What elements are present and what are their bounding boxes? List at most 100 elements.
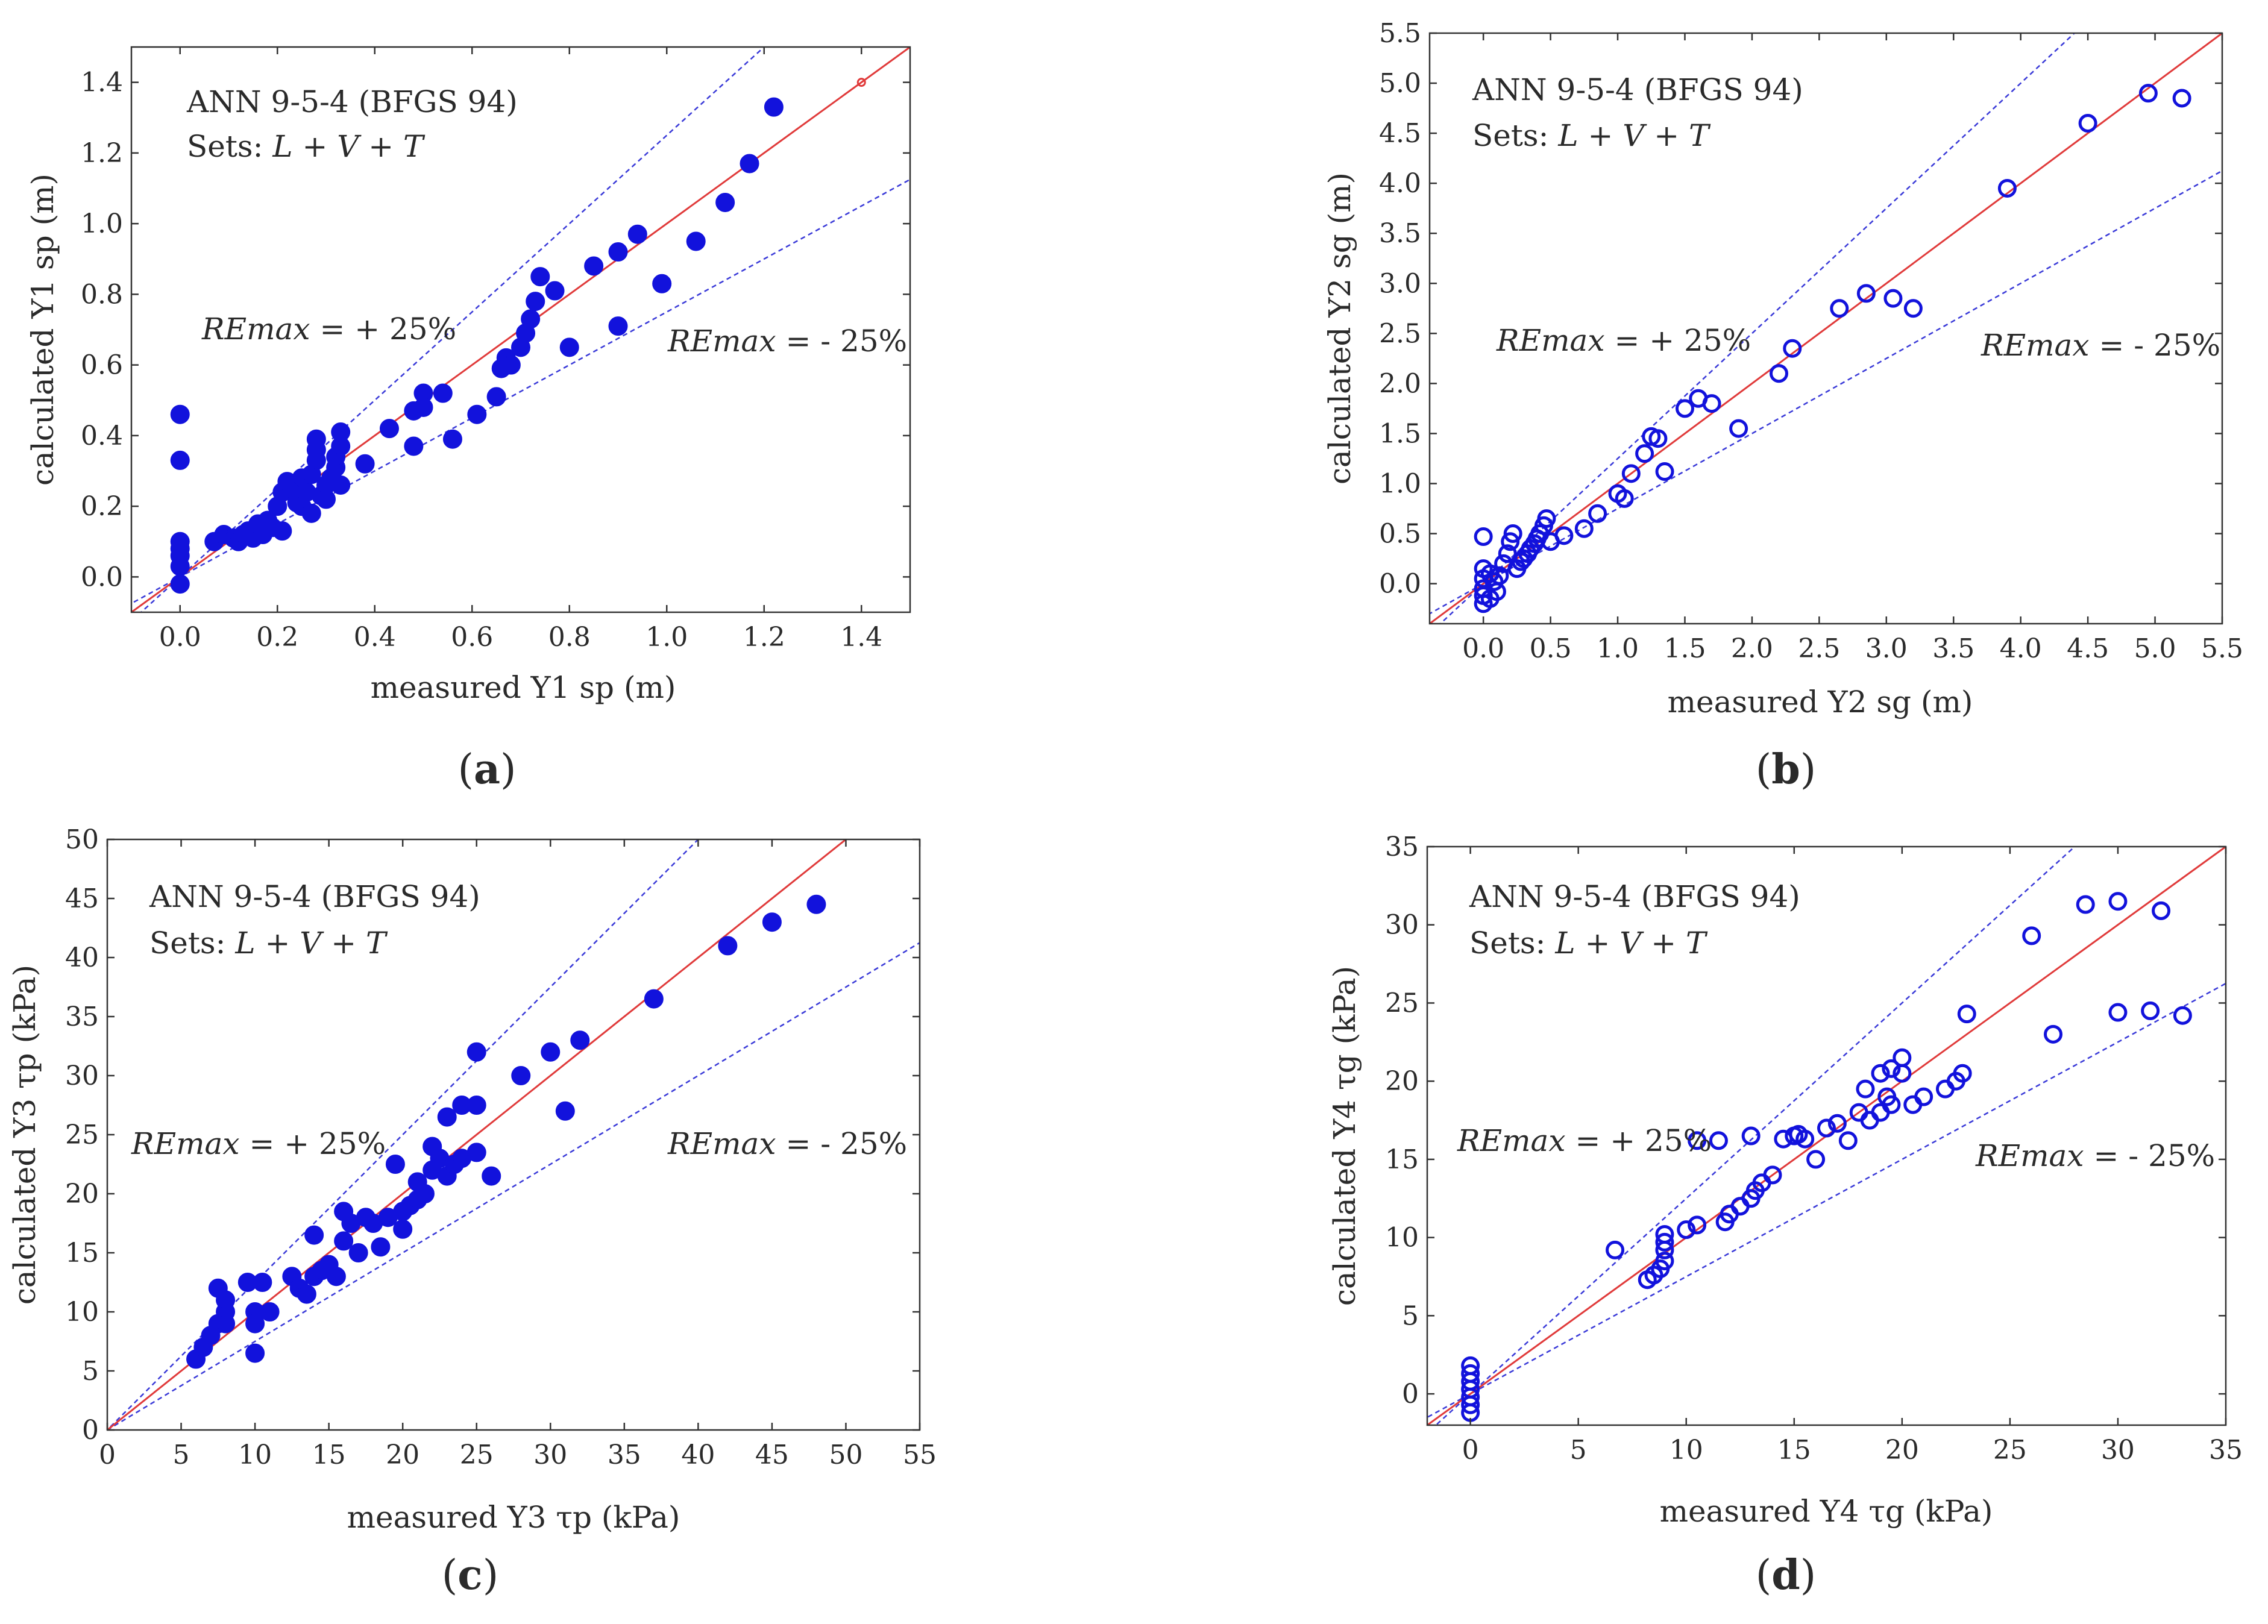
x-tick-label: 10	[1670, 1435, 1703, 1466]
data-point	[526, 292, 545, 312]
data-point	[1537, 509, 1556, 528]
data-points	[186, 894, 826, 1369]
y-axis-label: calculated Y1 sp (m)	[25, 174, 60, 486]
x-tick-label: 20	[386, 1440, 419, 1470]
data-point	[511, 1066, 531, 1085]
x-tick-label: 45	[755, 1440, 789, 1470]
chart-panel-a: 0.0 0.2 0.4 0.6 0.8 1.0 1.2 1.4 0.0 0.2 0.4 0.6 0.8 1…	[25, 46, 911, 794]
data-point	[718, 936, 738, 956]
data-point	[379, 419, 399, 439]
remax-minus-suffix: = - 25%	[2084, 1138, 2216, 1173]
data-point	[331, 475, 351, 495]
remax-minus-annotation: REmax = - 25%	[1981, 328, 2220, 363]
data-point	[559, 337, 579, 357]
x-tick-label: 3.0	[1865, 633, 1908, 664]
data-points	[1474, 84, 2191, 613]
y-axis-label: calculated Y4 τg (kPa)	[1327, 966, 1362, 1306]
x-tick-label: 4.5	[2067, 633, 2109, 664]
data-point	[1702, 394, 1721, 413]
x-tick-label: 1.0	[1597, 633, 1639, 664]
data-point	[764, 97, 784, 117]
data-point	[442, 429, 462, 449]
x-tick-label: 30	[533, 1440, 567, 1470]
data-point	[2141, 1001, 2160, 1020]
plot-frame	[1428, 32, 2223, 625]
panel-label-open: (	[1756, 746, 1772, 794]
panel-label: (c)	[442, 1551, 498, 1599]
data-point	[1830, 299, 1849, 318]
data-point	[608, 242, 628, 262]
x-tick-label: 55	[903, 1440, 937, 1470]
y-tick-label: 25	[65, 1120, 99, 1150]
data-point	[644, 989, 664, 1009]
data-point	[316, 489, 336, 509]
data-point	[371, 1237, 391, 1257]
sets-annotation: Sets: L + V + T	[1472, 118, 1711, 153]
y-tick-label: 30	[1385, 910, 1419, 941]
model-annotation: ANN 9-5-4 (BFGS 94)	[149, 879, 480, 914]
data-point	[1783, 339, 1802, 358]
data-point	[501, 355, 521, 375]
data-point	[331, 422, 351, 442]
data-point	[530, 267, 550, 287]
y-tick-label: 15	[1385, 1144, 1419, 1175]
data-point	[1574, 519, 1594, 538]
x-tick-label: 35	[2209, 1435, 2243, 1466]
x-axis-label: measured Y1 sp (m)	[371, 670, 676, 705]
data-point	[584, 256, 604, 276]
y-tick-label: 30	[65, 1061, 99, 1091]
x-tick-label: 4.0	[2000, 633, 2042, 664]
data-point	[2138, 84, 2158, 103]
data-point	[245, 1343, 265, 1363]
data-point	[413, 397, 433, 417]
data-point	[393, 1219, 413, 1239]
y-tick-label: 20	[65, 1179, 99, 1209]
data-points	[1461, 892, 2192, 1422]
y-tick-label: 35	[65, 1002, 99, 1032]
panel-label-letter: d	[1771, 1551, 1800, 1599]
data-point	[355, 454, 375, 474]
remax-plus-annotation: REmax = + 25%	[131, 1126, 386, 1161]
lower-bound-line	[1430, 169, 2222, 615]
y-tick-label: 5.5	[1379, 18, 1421, 49]
x-tick-label: 2.5	[1798, 633, 1840, 664]
remax-minus-prefix: REmax	[1981, 328, 2090, 363]
x-tick-label: 3.5	[1932, 633, 1974, 664]
lower-bound-line	[107, 942, 920, 1430]
data-point	[170, 556, 190, 576]
y-tick-label: 1.0	[81, 208, 123, 239]
data-point	[1635, 444, 1654, 463]
axis-ticks	[1430, 32, 2223, 624]
y-tick-label: 5	[1402, 1300, 1419, 1331]
ideal-line	[1430, 33, 2222, 624]
data-point	[1615, 489, 1634, 508]
y-tick-label: 25	[1385, 988, 1419, 1018]
remax-plus-suffix: = + 25%	[1566, 1123, 1712, 1158]
data-point	[415, 1184, 435, 1203]
panel-label-letter: a	[474, 745, 500, 794]
data-point	[1606, 1240, 1625, 1259]
panel-label-letter: c	[457, 1551, 482, 1599]
sets-value: L + V + T	[234, 926, 388, 961]
data-point	[1856, 284, 1876, 303]
remax-plus-annotation: REmax = + 25%	[201, 312, 456, 346]
data-point	[740, 154, 759, 174]
axis-ticks	[106, 838, 921, 1431]
data-point	[1774, 1129, 1793, 1149]
data-point	[1501, 532, 1520, 551]
data-point	[1953, 1064, 1972, 1083]
x-tick-label: 50	[829, 1440, 862, 1470]
data-point	[466, 1143, 486, 1162]
y-tick-label: 0	[1402, 1379, 1419, 1409]
data-point	[555, 1101, 575, 1121]
data-point	[521, 309, 541, 329]
data-point	[1838, 1131, 1858, 1150]
y-tick-label: 0.2	[81, 491, 123, 522]
data-point	[2108, 1003, 2128, 1022]
data-point	[1935, 1079, 1955, 1099]
remax-minus-annotation: REmax = - 25%	[1975, 1138, 2215, 1173]
y-tick-label: 10	[65, 1297, 99, 1328]
y-tick-label: 40	[65, 942, 99, 973]
data-point	[1795, 1129, 1815, 1149]
data-point	[1730, 1197, 1750, 1216]
